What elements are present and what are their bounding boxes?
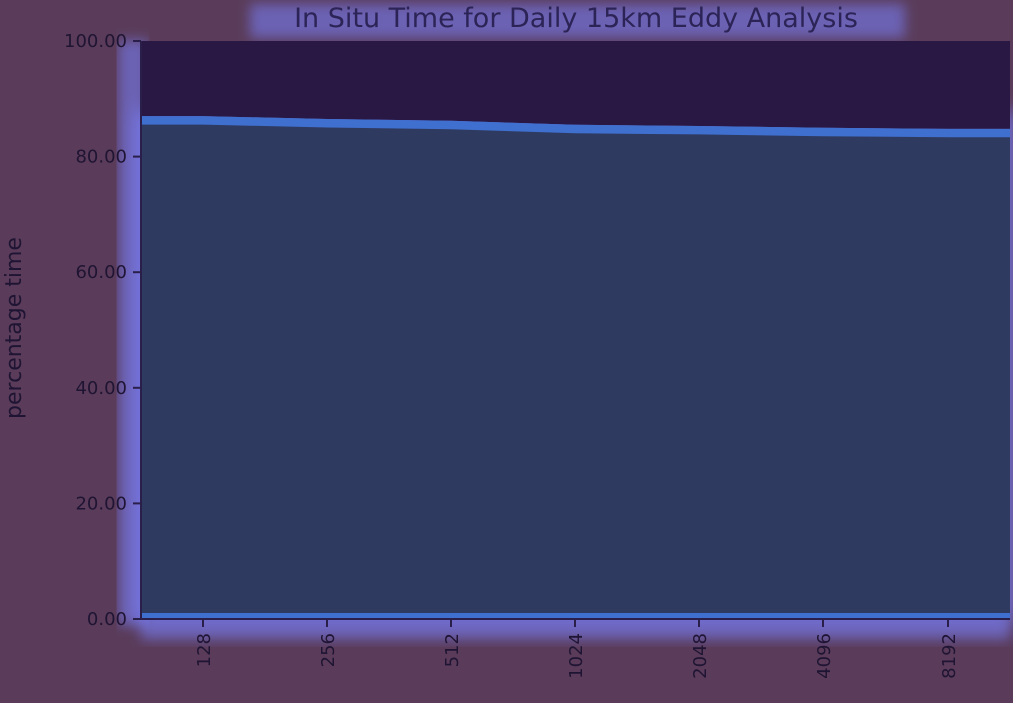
x-tick-label: 2048 [690, 633, 711, 679]
title-glow [250, 4, 905, 38]
x-tick-label: 8192 [939, 633, 960, 679]
label-layer: In Situ Time for Daily 15km Eddy Analysi… [2, 3, 858, 419]
x-tick-label: 128 [194, 633, 215, 667]
area-layer [141, 41, 1010, 619]
y-tick-label: 0.00 [87, 609, 127, 630]
x-tick-label: 4096 [814, 633, 835, 679]
y-axis-label: percentage time [2, 237, 27, 419]
x-axis-glow [141, 618, 1010, 640]
y-tick-label: 80.00 [75, 147, 127, 168]
x-tick-label: 256 [318, 633, 339, 667]
x-tick-label: 512 [442, 633, 463, 667]
y-tick-label: 100.00 [64, 31, 127, 52]
chart-title: In Situ Time for Daily 15km Eddy Analysi… [294, 3, 858, 34]
area-series-upper [141, 41, 1010, 129]
y-tick-label: 60.00 [75, 262, 127, 283]
y-tick-label: 40.00 [75, 378, 127, 399]
area-series-lower [141, 124, 1010, 613]
x-tick-label: 1024 [566, 633, 587, 679]
axis-layer: 0.00 20.00 40.00 60.00 80.00 100.00 128 256 512 1… [64, 31, 1010, 679]
y-tick-label: 20.00 [75, 493, 127, 514]
